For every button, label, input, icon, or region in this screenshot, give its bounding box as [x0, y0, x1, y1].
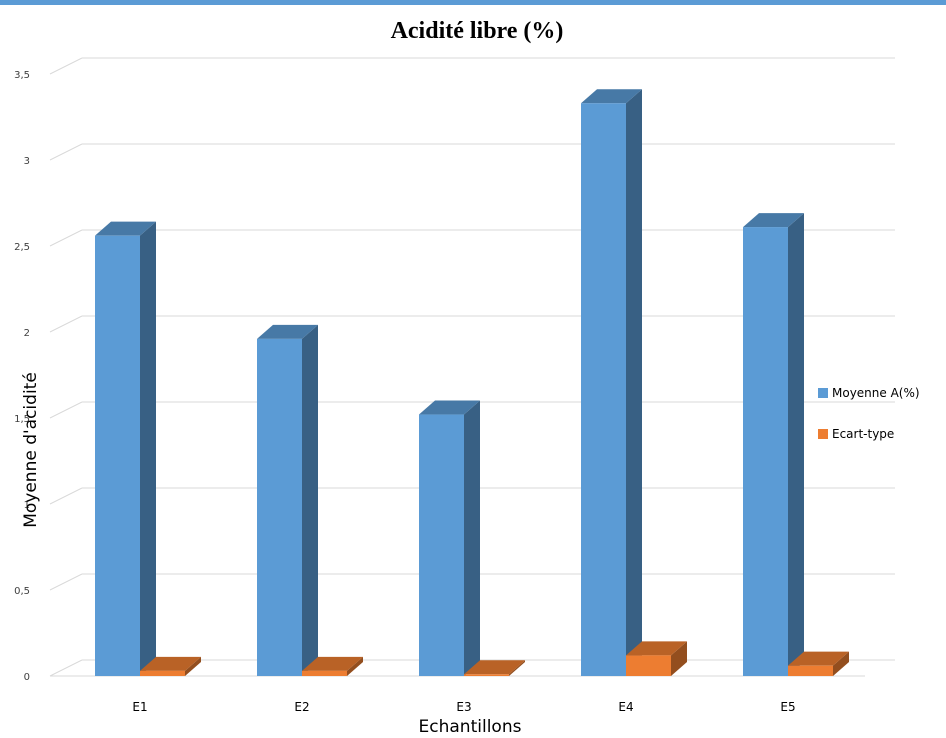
bar-top	[95, 221, 156, 236]
legend-swatch	[818, 388, 828, 398]
bars	[95, 89, 849, 677]
y-tick-label: 3,5	[14, 70, 30, 81]
bar-E1-moyenne	[95, 221, 156, 676]
bar-front	[464, 674, 509, 676]
bar-E5-ecart-type	[788, 651, 849, 676]
bar-top	[626, 641, 687, 656]
accent-bar	[0, 0, 946, 5]
bar-side	[302, 324, 318, 676]
bar-front	[302, 670, 347, 676]
bar-side	[185, 656, 201, 676]
bar-E3-moyenne	[419, 400, 480, 676]
x-category-label: E4	[618, 700, 633, 714]
y-tick-label: 0	[24, 672, 30, 683]
bar-front	[743, 227, 788, 676]
legend-label: Moyenne A(%)	[832, 386, 920, 400]
bar-front	[419, 414, 464, 676]
y-tick-label: 1	[24, 500, 30, 511]
bar-top	[257, 324, 318, 339]
y-tick-label: 1,5	[14, 414, 30, 425]
x-category-label: E3	[456, 700, 471, 714]
y-tick-label: 2	[24, 328, 30, 339]
x-axis-categories: E1 E2 E3 E4 E5	[132, 700, 795, 714]
x-category-label: E1	[132, 700, 147, 714]
bar-E4-moyenne	[581, 89, 642, 677]
gridline-diagonal	[49, 401, 83, 419]
bar-E4-ecart-type	[626, 641, 687, 676]
x-category-label: E5	[780, 700, 795, 714]
chart-title: Acidité libre (%)	[391, 18, 564, 44]
y-axis-ticks: 0 0,5 1 1,5 2 2,5 3 3,5	[14, 70, 30, 683]
y-axis-title: Moyenne d'acidité	[21, 372, 41, 528]
bar-front	[140, 670, 185, 676]
bar-front	[257, 338, 302, 676]
bar-top	[743, 213, 804, 228]
bar-E3-ecart-type	[464, 660, 525, 676]
x-axis-title: Echantillons	[419, 717, 522, 737]
gridline-diagonal	[49, 229, 83, 247]
y-tick-label: 2,5	[14, 242, 30, 253]
bar-top	[140, 656, 201, 671]
bar-top	[419, 400, 480, 415]
bar-side	[509, 660, 525, 676]
y-tick-label: 0,5	[14, 586, 30, 597]
x-category-label: E2	[294, 700, 309, 714]
y-tick-label: 3	[24, 156, 30, 167]
gridline-diagonal	[49, 487, 83, 505]
bar-top	[464, 660, 525, 675]
bar-front	[581, 103, 626, 677]
bar-front	[95, 235, 140, 676]
bar-E2-ecart-type	[302, 656, 363, 676]
legend-swatch	[818, 429, 828, 439]
gridline-diagonal	[49, 57, 83, 75]
gridline-diagonal	[49, 573, 83, 591]
bar-top	[302, 656, 363, 671]
bar-E2-moyenne	[257, 324, 318, 676]
bar-side	[626, 89, 642, 677]
gridline-diagonal	[49, 143, 83, 161]
bar-top	[788, 651, 849, 666]
bar-front	[626, 655, 671, 676]
bar-side	[464, 400, 480, 676]
legend-label: Ecart-type	[832, 427, 894, 441]
gridline-diagonal	[49, 659, 83, 677]
bar-front	[788, 665, 833, 676]
bar-top	[581, 89, 642, 104]
bar-side	[788, 213, 804, 676]
bar-side	[833, 651, 849, 676]
bar-E5-moyenne	[743, 213, 804, 676]
bar-side	[140, 221, 156, 676]
legend: Moyenne A(%) Ecart-type	[818, 386, 920, 441]
gridline-diagonal	[49, 315, 83, 333]
bar-side	[671, 641, 687, 676]
bar-E1-ecart-type	[140, 656, 201, 676]
bar-side	[347, 656, 363, 676]
